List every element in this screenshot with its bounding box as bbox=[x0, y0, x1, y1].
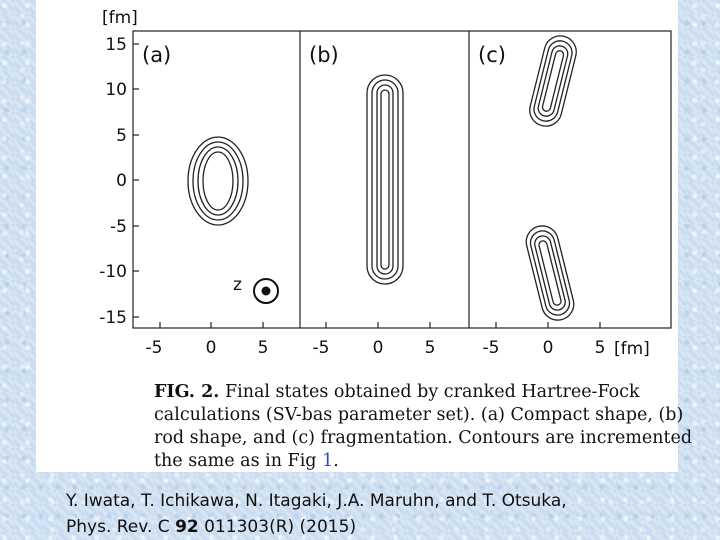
y-tick-label: 5 bbox=[116, 126, 127, 146]
x-tick-label: 5 bbox=[258, 338, 269, 358]
contour-line bbox=[371, 79, 399, 280]
panel-label-b: (b) bbox=[309, 43, 339, 67]
contour-line bbox=[202, 151, 234, 211]
contour-line bbox=[376, 84, 394, 275]
x-tick-label: 5 bbox=[425, 338, 436, 358]
citation-journal: Phys. Rev. C bbox=[66, 517, 176, 537]
figure-caption: FIG. 2. Final states obtained by cranked… bbox=[154, 381, 694, 473]
contour-line bbox=[192, 141, 244, 221]
axis-dot-icon bbox=[261, 286, 271, 296]
caption-end: . bbox=[333, 451, 339, 471]
axis-out-of-plane-icon bbox=[253, 278, 279, 304]
contour-line bbox=[197, 146, 239, 216]
panel-label-c: (c) bbox=[478, 43, 506, 67]
contour-line bbox=[534, 235, 566, 311]
y-tick-label: 0 bbox=[116, 171, 127, 191]
contour-line bbox=[537, 45, 569, 117]
figure-card: [fm] [fm] 15 10 5 0 -5 -10 -15 bbox=[36, 0, 692, 472]
y-tick-label: -5 bbox=[110, 217, 127, 237]
y-tick-label: 10 bbox=[105, 80, 127, 100]
y-tick-labels: 15 10 5 0 -5 -10 -15 bbox=[99, 35, 127, 328]
x-axis-ticks bbox=[159, 322, 601, 328]
caption-fig-label: FIG. 2. bbox=[154, 382, 220, 402]
x-tick-label: 5 bbox=[595, 338, 606, 358]
x-tick-label: 0 bbox=[206, 338, 217, 358]
contour-line bbox=[380, 89, 390, 270]
panel-label-a: (a) bbox=[142, 43, 171, 67]
citation-volume: 92 bbox=[175, 517, 199, 537]
contour-line bbox=[187, 136, 249, 226]
contour-line bbox=[533, 40, 573, 122]
contour-line bbox=[541, 50, 565, 112]
contour-group-b bbox=[366, 74, 404, 285]
x-tick-label: -5 bbox=[313, 338, 330, 358]
citation: Y. Iwata, T. Ichikawa, N. Itagaki, J.A. … bbox=[66, 488, 706, 540]
y-axis-ticks bbox=[133, 43, 139, 318]
contour-figure: [fm] [fm] 15 10 5 0 -5 -10 -15 bbox=[99, 8, 672, 359]
y-unit-label: [fm] bbox=[102, 8, 138, 28]
citation-rest: 011303(R) (2015) bbox=[198, 517, 357, 537]
contour-group-c-upper bbox=[529, 35, 577, 127]
x-tick-label: -5 bbox=[146, 338, 163, 358]
y-tick-label: -15 bbox=[99, 308, 127, 328]
x-tick-labels: -5 0 5 -5 0 5 -5 0 5 bbox=[146, 338, 606, 358]
contour-line bbox=[529, 230, 571, 316]
axis-marker-label: z bbox=[233, 275, 242, 295]
contour-group-a bbox=[187, 136, 249, 226]
x-tick-label: 0 bbox=[373, 338, 384, 358]
contour-line bbox=[538, 240, 562, 306]
citation-authors: Y. Iwata, T. Ichikawa, N. Itagaki, J.A. … bbox=[66, 491, 567, 511]
caption-fig-ref-link[interactable]: 1 bbox=[322, 451, 334, 471]
plot-frame bbox=[132, 30, 672, 329]
contour-line bbox=[529, 35, 577, 127]
contour-line bbox=[366, 74, 404, 285]
y-tick-label: 15 bbox=[105, 35, 127, 55]
contour-line bbox=[525, 225, 575, 321]
contour-group-c-lower bbox=[525, 225, 575, 321]
x-tick-label: -5 bbox=[483, 338, 500, 358]
x-unit-label: [fm] bbox=[614, 339, 650, 359]
caption-text: Final states obtained by cranked Hartree… bbox=[154, 382, 693, 471]
y-tick-label: -10 bbox=[99, 262, 127, 282]
x-tick-label: 0 bbox=[543, 338, 554, 358]
